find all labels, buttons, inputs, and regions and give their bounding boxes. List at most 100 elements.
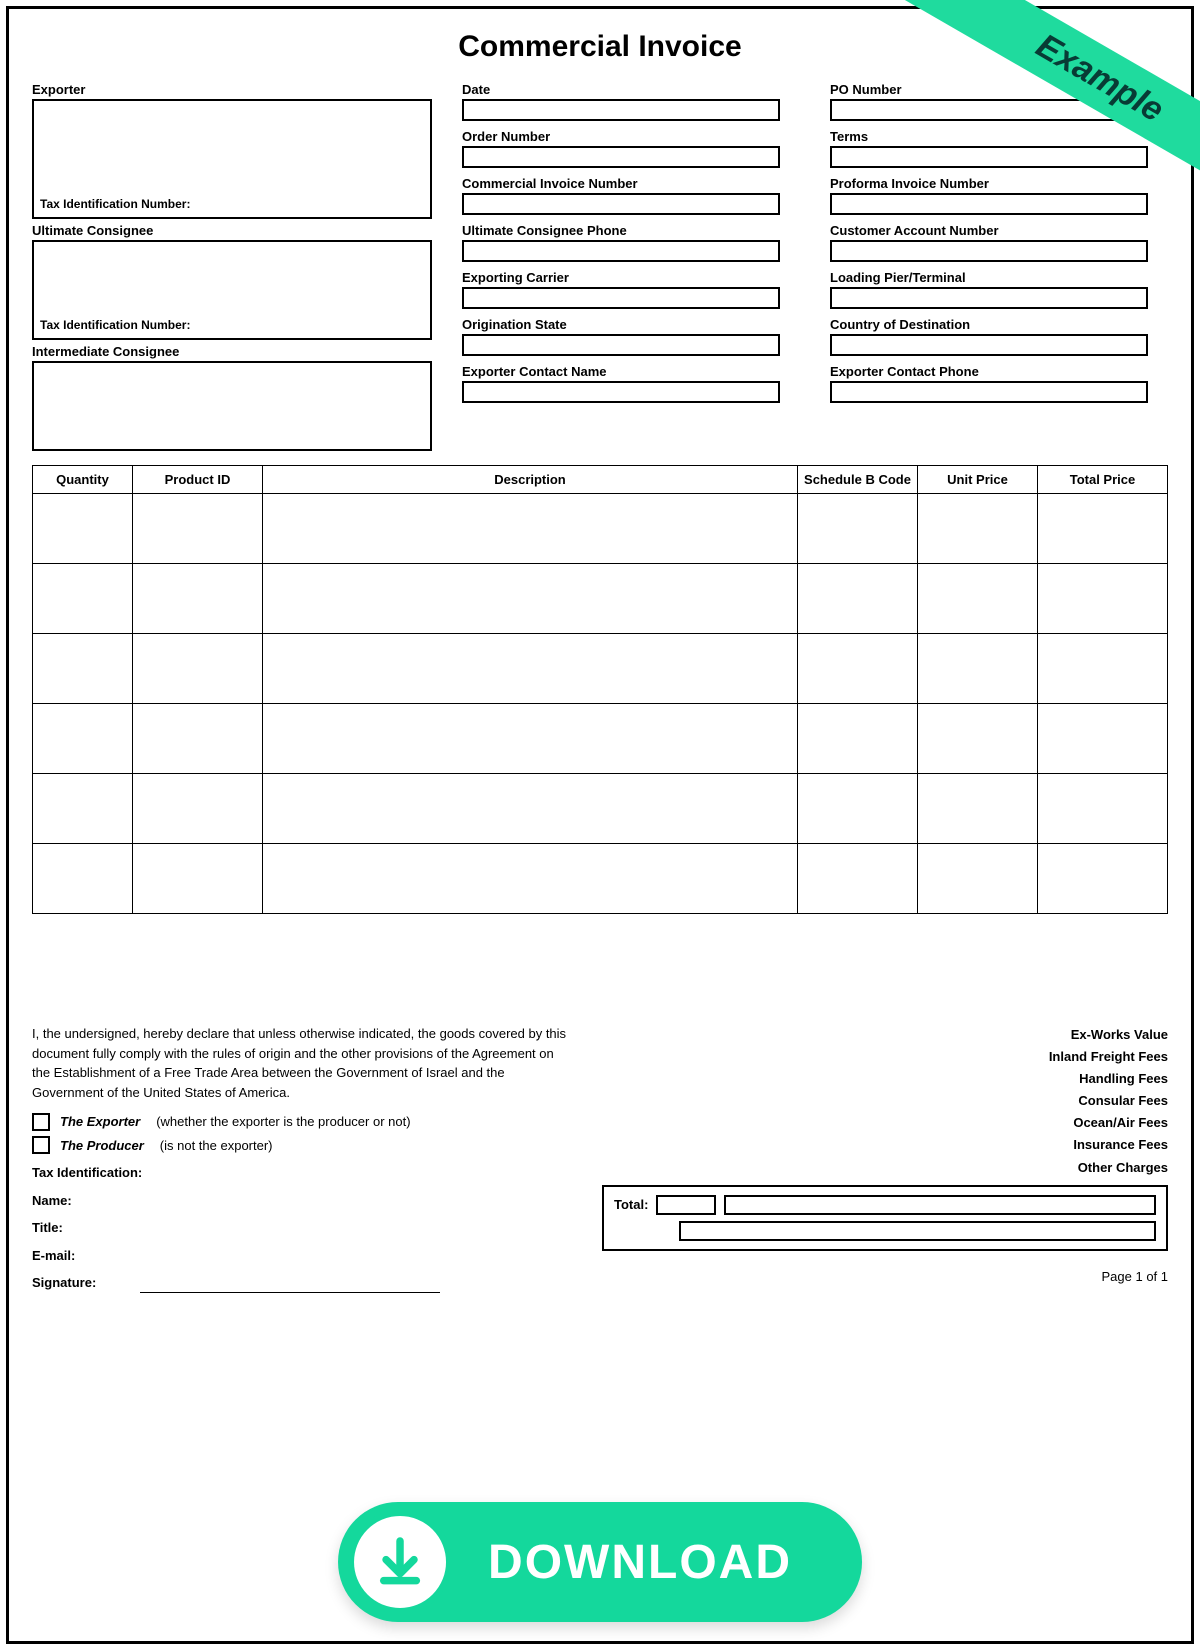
field-label: Loading Pier/Terminal [830, 270, 1168, 285]
table-cell[interactable] [918, 774, 1038, 844]
table-cell[interactable] [918, 564, 1038, 634]
terms-input[interactable] [830, 146, 1148, 168]
table-cell[interactable] [263, 844, 798, 914]
total-currency-input[interactable] [656, 1195, 716, 1215]
table-cell[interactable] [1038, 494, 1168, 564]
table-cell[interactable] [133, 704, 263, 774]
order-number-input[interactable] [462, 146, 780, 168]
table-cell[interactable] [1038, 564, 1168, 634]
table-cell[interactable] [798, 704, 918, 774]
table-cell[interactable] [918, 634, 1038, 704]
total-words-input[interactable] [679, 1221, 1156, 1241]
total-line-2 [614, 1221, 1156, 1241]
th-total-price: Total Price [1038, 466, 1168, 494]
table-cell[interactable] [1038, 634, 1168, 704]
download-button[interactable]: DOWNLOAD [338, 1502, 862, 1622]
table-cell[interactable] [33, 774, 133, 844]
table-cell[interactable] [133, 564, 263, 634]
field-label: Exporter Contact Phone [830, 364, 1168, 379]
proforma-invoice-number-input[interactable] [830, 193, 1148, 215]
table-cell[interactable] [133, 774, 263, 844]
table-cell[interactable] [133, 844, 263, 914]
customer-account-number-input[interactable] [830, 240, 1148, 262]
table-cell[interactable] [798, 774, 918, 844]
origination-state-input[interactable] [462, 334, 780, 356]
table-cell[interactable] [798, 844, 918, 914]
producer-note: (is not the exporter) [160, 1136, 273, 1156]
table-cell[interactable] [33, 704, 133, 774]
field-origination-state: Origination State [462, 317, 800, 356]
table-cell[interactable] [263, 634, 798, 704]
table-cell[interactable] [1038, 774, 1168, 844]
exporter-checkbox[interactable] [32, 1113, 50, 1131]
document-content: Commercial Invoice Exporter Tax Identifi… [32, 30, 1168, 1620]
field-label: Country of Destination [830, 317, 1168, 332]
table-cell[interactable] [1038, 704, 1168, 774]
field-label: Exporter Contact Name [462, 364, 800, 379]
exporter-box[interactable]: Tax Identification Number: [32, 99, 432, 219]
table-cell[interactable] [133, 494, 263, 564]
producer-role: The Producer [60, 1136, 144, 1156]
field-label: Exporting Carrier [462, 270, 800, 285]
exporter-note: (whether the exporter is the producer or… [156, 1112, 410, 1132]
field-label: Proforma Invoice Number [830, 176, 1168, 191]
producer-checkbox-row: The Producer (is not the exporter) [32, 1136, 572, 1156]
table-row [33, 634, 1168, 704]
field-ultimate-consignee-phone: Ultimate Consignee Phone [462, 223, 800, 262]
fee-row: Ocean/Air Fees [602, 1112, 1168, 1134]
ultimate-consignee-phone-input[interactable] [462, 240, 780, 262]
table-cell[interactable] [263, 704, 798, 774]
intermediate-consignee-label: Intermediate Consignee [32, 344, 432, 359]
intermediate-consignee-box[interactable] [32, 361, 432, 451]
bottom-area: I, the undersigned, hereby declare that … [32, 1024, 1168, 1293]
table-cell[interactable] [918, 844, 1038, 914]
right-column: PO Number Terms Proforma Invoice Number … [830, 82, 1168, 451]
download-arrow-icon [372, 1534, 428, 1590]
table-cell[interactable] [1038, 844, 1168, 914]
table-cell[interactable] [33, 634, 133, 704]
signature-underline[interactable] [140, 1292, 440, 1293]
table-cell[interactable] [133, 634, 263, 704]
country-of-destination-input[interactable] [830, 334, 1148, 356]
table-row [33, 494, 1168, 564]
table-cell[interactable] [33, 844, 133, 914]
field-loading-pier-terminal: Loading Pier/Terminal [830, 270, 1168, 309]
table-row [33, 704, 1168, 774]
title-line: Title: [32, 1218, 572, 1238]
exporter-contact-phone-input[interactable] [830, 381, 1148, 403]
th-schedule-b: Schedule B Code [798, 466, 918, 494]
email-line: E-mail: [32, 1246, 572, 1266]
ultimate-consignee-box[interactable]: Tax Identification Number: [32, 240, 432, 340]
date-input[interactable] [462, 99, 780, 121]
field-label: Commercial Invoice Number [462, 176, 800, 191]
table-cell[interactable] [798, 634, 918, 704]
producer-checkbox[interactable] [32, 1136, 50, 1154]
field-label: Ultimate Consignee Phone [462, 223, 800, 238]
table-row [33, 774, 1168, 844]
field-commercial-invoice-number: Commercial Invoice Number [462, 176, 800, 215]
field-customer-account-number: Customer Account Number [830, 223, 1168, 262]
exporter-contact-name-input[interactable] [462, 381, 780, 403]
commercial-invoice-number-input[interactable] [462, 193, 780, 215]
table-cell[interactable] [263, 494, 798, 564]
table-cell[interactable] [33, 494, 133, 564]
table-cell[interactable] [263, 564, 798, 634]
table-row [33, 564, 1168, 634]
declaration-column: I, the undersigned, hereby declare that … [32, 1024, 572, 1293]
table-cell[interactable] [263, 774, 798, 844]
field-terms: Terms [830, 129, 1168, 168]
table-cell[interactable] [33, 564, 133, 634]
name-line: Name: [32, 1191, 572, 1211]
middle-column: Date Order Number Commercial Invoice Num… [462, 82, 800, 451]
table-row [33, 844, 1168, 914]
table-cell[interactable] [798, 564, 918, 634]
table-cell[interactable] [918, 704, 1038, 774]
signature-label: Signature: [32, 1275, 96, 1290]
loading-pier-terminal-input[interactable] [830, 287, 1148, 309]
field-label: Date [462, 82, 800, 97]
table-cell[interactable] [798, 494, 918, 564]
total-amount-input[interactable] [724, 1195, 1156, 1215]
fee-row: Inland Freight Fees [602, 1046, 1168, 1068]
exporting-carrier-input[interactable] [462, 287, 780, 309]
table-cell[interactable] [918, 494, 1038, 564]
